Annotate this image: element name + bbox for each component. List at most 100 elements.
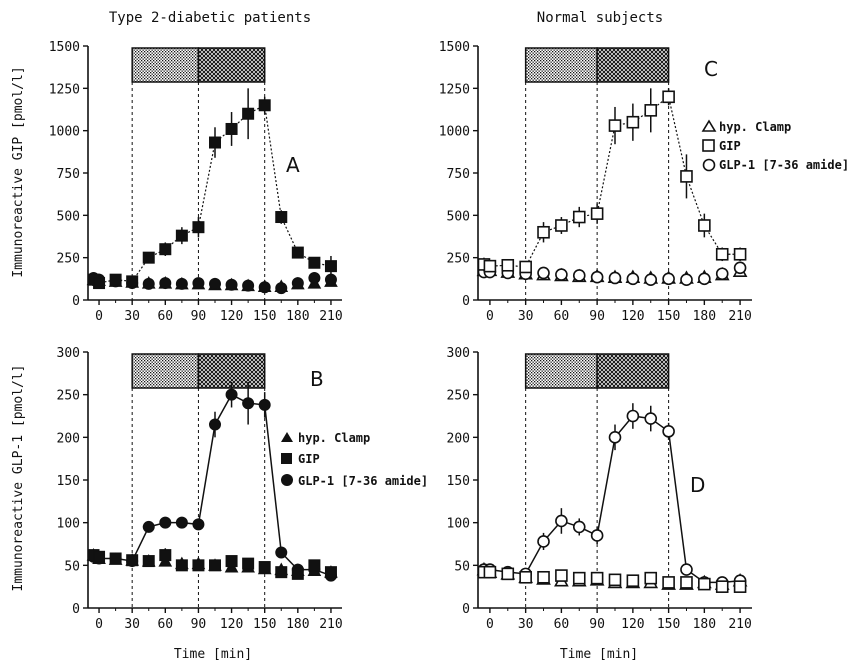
point-circle xyxy=(142,520,155,533)
point-square xyxy=(109,552,122,565)
x-tick-label: 30 xyxy=(124,309,140,324)
y-tick-label: 750 xyxy=(57,167,80,182)
point-square xyxy=(680,576,693,589)
point-circle xyxy=(572,520,586,534)
point-square xyxy=(483,565,497,579)
point-circle xyxy=(608,431,622,444)
x-tick-label: 180 xyxy=(693,309,716,324)
point-circle xyxy=(644,273,658,286)
point-square xyxy=(698,577,711,591)
point-circle xyxy=(175,516,188,529)
infusion-bar-first xyxy=(131,47,200,83)
point-square xyxy=(109,273,122,286)
point-square xyxy=(258,561,271,574)
header-normal-subjects: Normal subjects xyxy=(537,10,663,26)
point-circle xyxy=(175,277,188,290)
point-square xyxy=(93,277,106,290)
point-circle xyxy=(662,425,675,438)
point-square xyxy=(537,570,550,584)
y-tick-label: 0 xyxy=(72,602,80,617)
point-square xyxy=(225,555,238,568)
point-circle xyxy=(159,277,172,290)
point-square xyxy=(733,580,747,593)
x-tick-label: 120 xyxy=(621,309,644,324)
infusion-bar-first xyxy=(524,47,598,83)
x-tick-label: 150 xyxy=(657,617,680,632)
x-tick-label: 90 xyxy=(191,309,207,324)
y-tick-label: 50 xyxy=(454,559,470,574)
x-tick-label: 60 xyxy=(157,617,173,632)
series-line-square xyxy=(483,95,741,268)
point-square xyxy=(175,559,188,572)
point-square xyxy=(308,559,321,572)
x-tick-label: 30 xyxy=(518,309,534,324)
legend-c-clamp-label: hyp. Clamp xyxy=(719,120,791,134)
legend-triangle-outline-icon xyxy=(701,119,717,132)
header-type2-diabetic: Type 2-diabetic patients xyxy=(109,10,311,26)
point-square xyxy=(626,115,640,129)
x-tick-label: 90 xyxy=(589,617,605,632)
series-line-circle xyxy=(93,393,332,577)
y-tick-label: 150 xyxy=(57,474,80,489)
point-square xyxy=(626,574,640,587)
y-tick-label: 100 xyxy=(447,517,470,532)
point-square xyxy=(242,557,255,570)
panel-B-glp1-diabetic: 0 50 100 150 200 250 300 0 30 60 90 120 150 180 210 B xyxy=(57,346,343,632)
x-tick-label: 60 xyxy=(157,309,173,324)
y-tick-label: 1500 xyxy=(439,40,470,55)
point-square xyxy=(572,210,586,224)
point-square xyxy=(209,136,221,149)
point-square xyxy=(501,567,515,581)
infusion-bar-second xyxy=(596,47,670,83)
point-square xyxy=(324,260,337,273)
point-square xyxy=(126,554,139,567)
x-tick-label: 210 xyxy=(728,617,751,632)
point-square xyxy=(733,247,747,261)
point-circle xyxy=(275,282,288,295)
ylabel-gip: Immunoreactive GIP [pmol/l] xyxy=(11,66,26,277)
point-square xyxy=(159,243,172,256)
point-circle xyxy=(275,546,288,559)
point-circle xyxy=(537,535,550,548)
point-square xyxy=(258,99,271,112)
point-square xyxy=(192,559,205,572)
point-circle xyxy=(291,277,304,290)
xlabel-left: Time [min] xyxy=(174,647,252,662)
y-tick-label: 200 xyxy=(57,431,80,446)
point-square xyxy=(291,567,304,580)
point-square xyxy=(608,573,622,587)
x-tick-label: 150 xyxy=(657,309,680,324)
point-circle xyxy=(590,529,604,542)
legend-panel-B: hyp. Clamp GIP GLP-1 [7-36 amide] xyxy=(281,431,428,488)
legend-b-glp1-label: GLP-1 [7-36 amide] xyxy=(298,474,428,488)
y-tick-label: 500 xyxy=(57,209,80,224)
panel-letter: D xyxy=(690,473,705,497)
point-square xyxy=(242,107,255,120)
y-tick-label: 0 xyxy=(462,602,470,617)
x-tick-label: 120 xyxy=(220,617,243,632)
infusion-bar-first xyxy=(131,353,200,389)
y-tick-label: 1000 xyxy=(49,125,80,140)
y-tick-label: 250 xyxy=(447,252,470,267)
legend-c-glp1-label: GLP-1 [7-36 amide] xyxy=(719,158,849,172)
point-square xyxy=(519,570,532,584)
legend-circle-outline-icon xyxy=(702,158,716,172)
x-tick-label: 120 xyxy=(220,309,243,324)
y-tick-label: 150 xyxy=(447,474,470,489)
point-square xyxy=(715,580,729,593)
y-tick-label: 100 xyxy=(57,517,80,532)
point-circle xyxy=(590,270,604,284)
point-circle xyxy=(209,418,221,431)
point-square xyxy=(715,247,729,261)
point-square xyxy=(698,219,711,232)
point-square xyxy=(555,219,568,232)
point-square xyxy=(209,559,221,572)
x-tick-label: 210 xyxy=(319,309,342,324)
panel-letter: B xyxy=(310,367,324,391)
point-circle xyxy=(209,277,221,290)
y-tick-label: 1000 xyxy=(439,125,470,140)
y-tick-label: 0 xyxy=(72,294,80,309)
infusion-bar-second xyxy=(197,47,266,83)
infusion-bar-first xyxy=(524,353,598,389)
y-tick-label: 500 xyxy=(447,209,470,224)
